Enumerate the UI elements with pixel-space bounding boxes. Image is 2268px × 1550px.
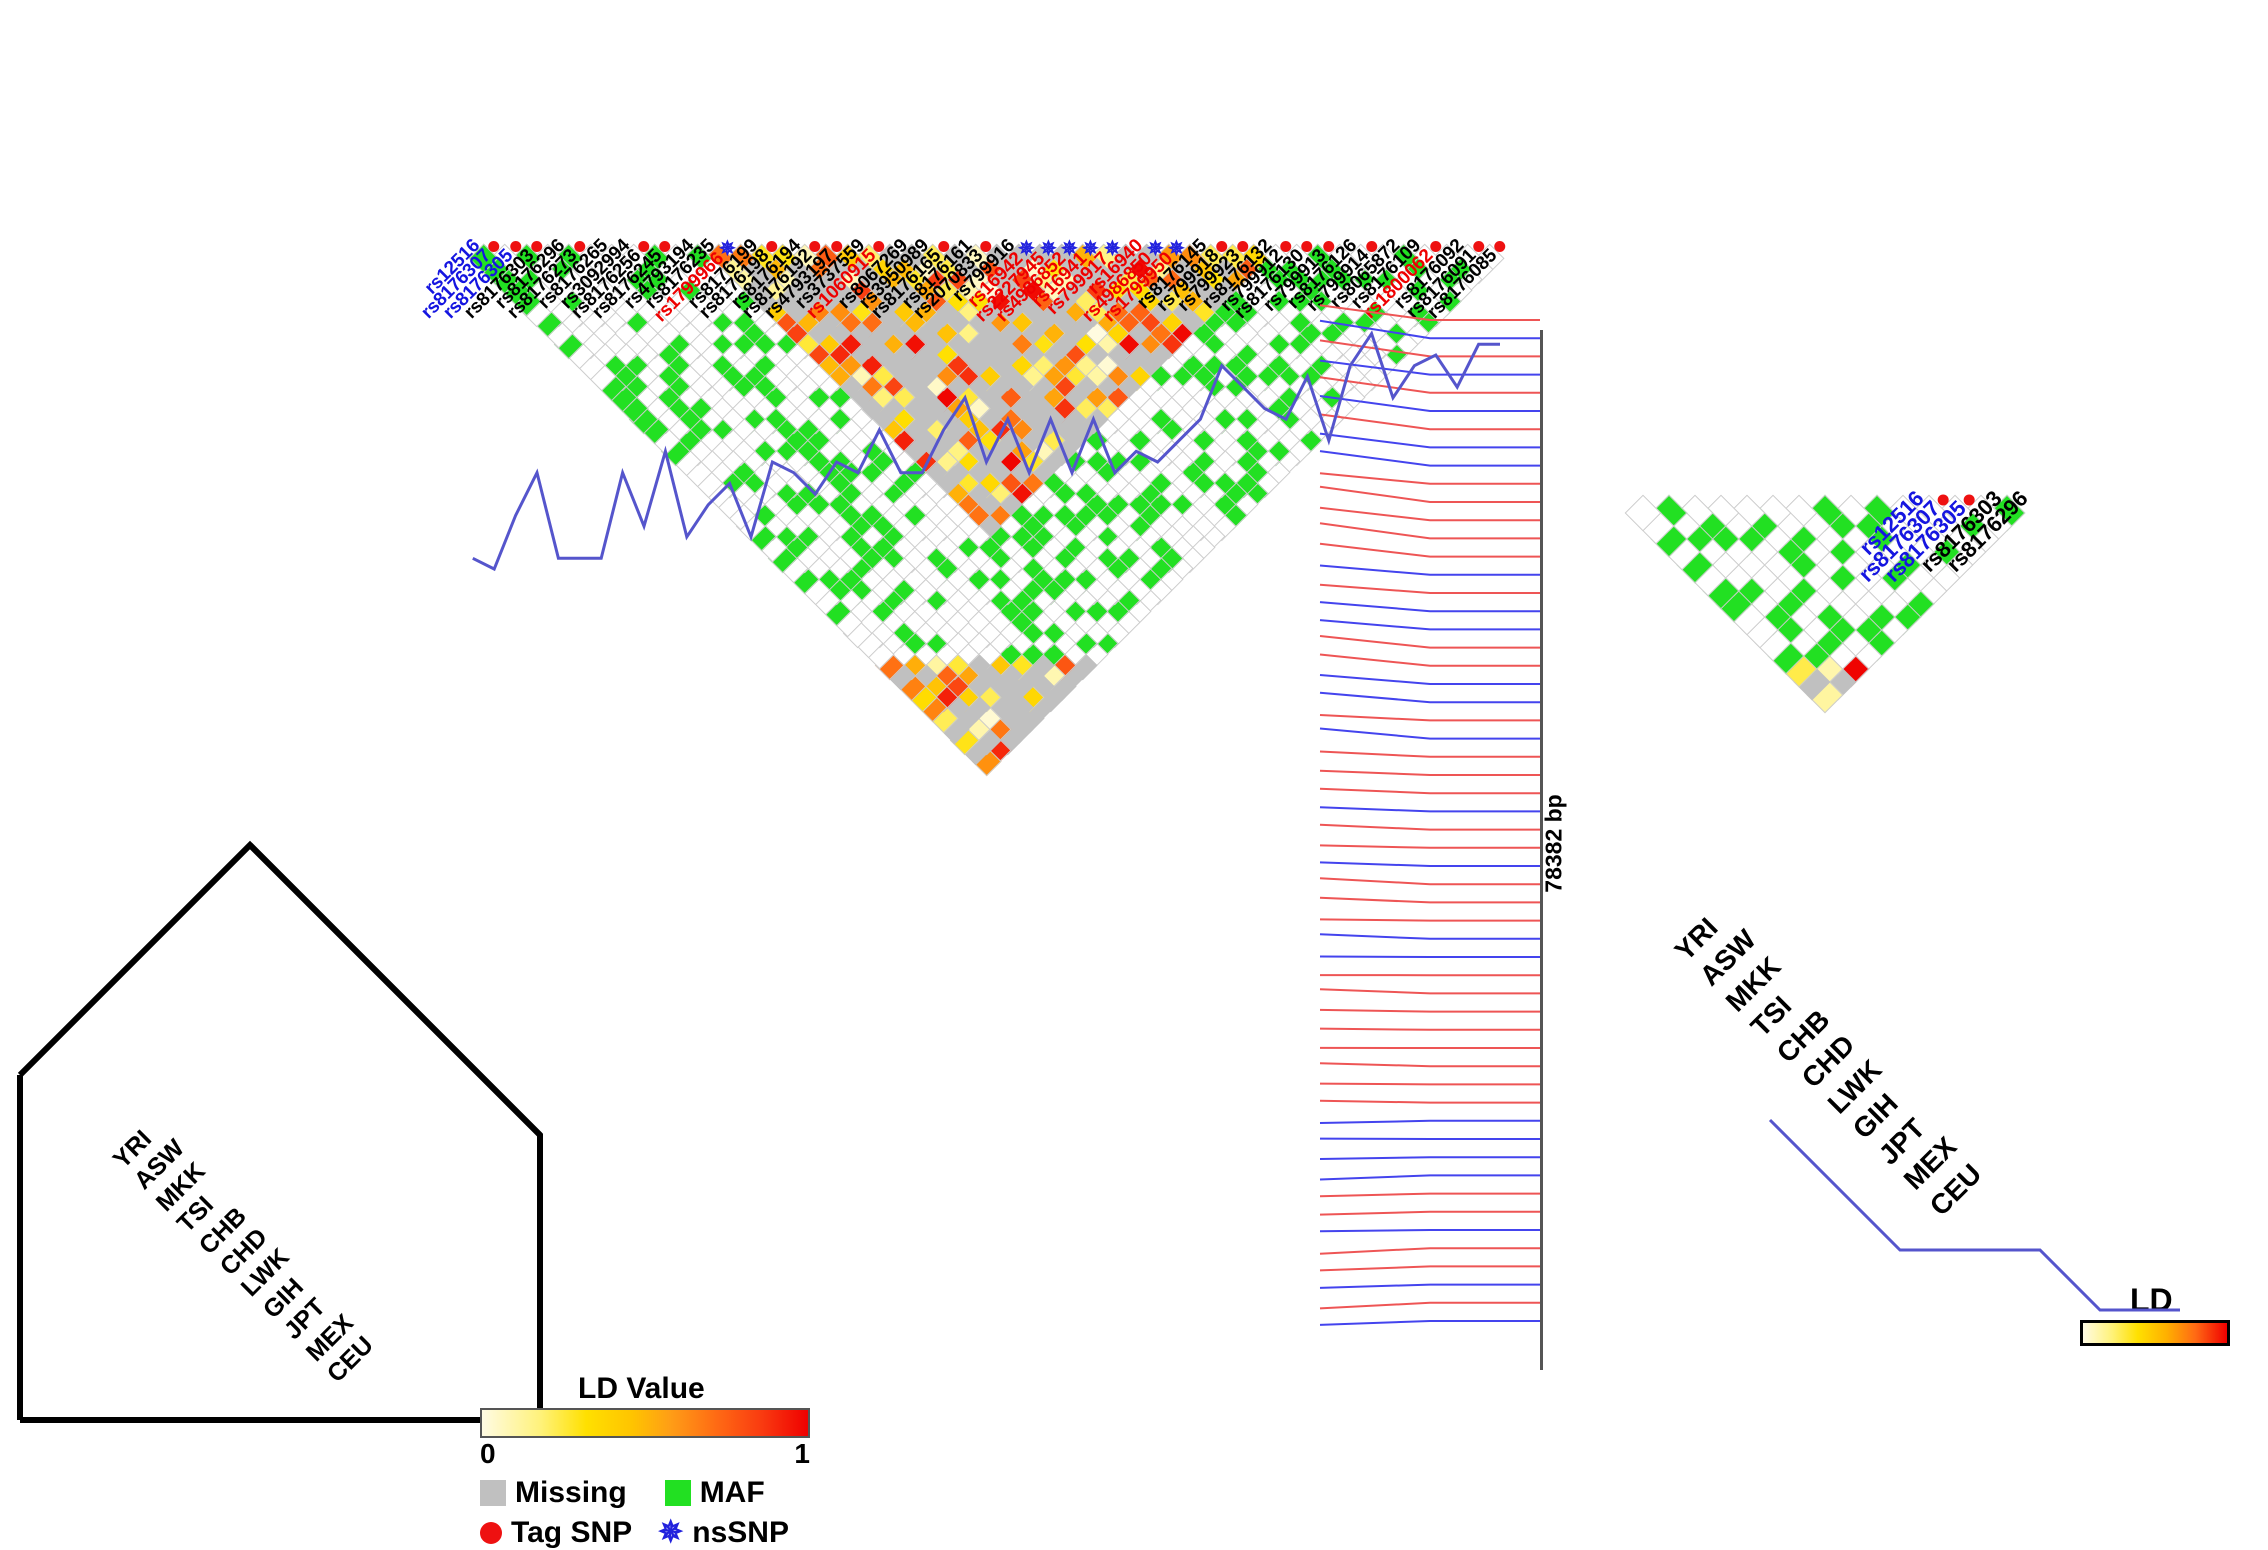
inset-ld-colorbar bbox=[2080, 1320, 2230, 1346]
bp-axis-line bbox=[1540, 330, 1543, 1370]
legend-title: LD Value bbox=[578, 1372, 705, 1405]
legend-item-missing: Missing bbox=[480, 1476, 627, 1510]
legend-item-tagsnp: Tag SNP bbox=[480, 1516, 632, 1550]
nssnp-icon: ✵ bbox=[658, 1516, 684, 1549]
tag-snp-icon bbox=[529, 239, 545, 255]
tag-snp-icon bbox=[1278, 239, 1294, 255]
nssnp-icon: ✵ bbox=[1035, 235, 1063, 263]
nssnp-icon: ✵ bbox=[1013, 235, 1041, 263]
tag-snp-icon bbox=[1299, 239, 1316, 255]
legend-scale-min: 0 bbox=[480, 1438, 496, 1469]
missing-swatch bbox=[480, 1480, 506, 1506]
inset-block-outline bbox=[1768, 1118, 2180, 1312]
legend-label-tagsnp: Tag SNP bbox=[511, 1516, 633, 1549]
tag-snp-icon bbox=[486, 239, 503, 255]
maf-swatch bbox=[664, 1480, 691, 1506]
connector-lines bbox=[1319, 304, 1540, 1326]
tag-snp-icon bbox=[871, 239, 888, 255]
tag-snp-icon bbox=[978, 239, 995, 255]
tag-snp-icon bbox=[1961, 491, 1977, 508]
tag-snp-icon bbox=[636, 239, 652, 255]
tag-snp-icon bbox=[657, 239, 674, 255]
legend-item-nssnp: ✵ nsSNP bbox=[658, 1516, 789, 1550]
nssnp-icon: ✵ bbox=[1142, 235, 1170, 263]
ld-plot-figure: rs8176085 rs8176091 rs8176092 rs1800062 rs81… bbox=[17, 235, 2230, 1549]
highlight-and-connectors bbox=[17, 840, 543, 1423]
nssnp-icon: ✵ bbox=[714, 235, 742, 263]
tag-snp-icon bbox=[1935, 491, 1951, 508]
legend-color-scale bbox=[480, 1408, 810, 1438]
nssnp-icon: ✵ bbox=[1056, 235, 1084, 263]
legend-label-missing: Missing bbox=[515, 1476, 627, 1509]
legend-label-nssnp: nsSNP bbox=[692, 1516, 789, 1549]
legend-label-maf: MAF bbox=[699, 1476, 765, 1509]
inset-ld-title: LD bbox=[2130, 1282, 2173, 1318]
legend-scale-max: 1 bbox=[794, 1438, 810, 1469]
legend: LD Value 0 1 Missing MAF Tag SNP ✵ nsSNP bbox=[480, 1372, 900, 1550]
nssnp-icon: ✵ bbox=[1163, 235, 1191, 263]
tag-snp-icon bbox=[764, 239, 781, 255]
legend-item-maf: MAF bbox=[664, 1476, 765, 1510]
tag-snp-icon bbox=[1492, 239, 1508, 255]
tag-snp-icon bbox=[807, 239, 824, 255]
tag-snp-icon bbox=[480, 1522, 502, 1544]
nssnp-icon: ✵ bbox=[1077, 235, 1106, 263]
tag-snp-icon bbox=[1235, 239, 1252, 255]
bp-scale-label: 78382 bp bbox=[1540, 794, 1567, 893]
haplotype-block-outline bbox=[472, 330, 1500, 572]
nssnp-icon: ✵ bbox=[1099, 235, 1127, 263]
